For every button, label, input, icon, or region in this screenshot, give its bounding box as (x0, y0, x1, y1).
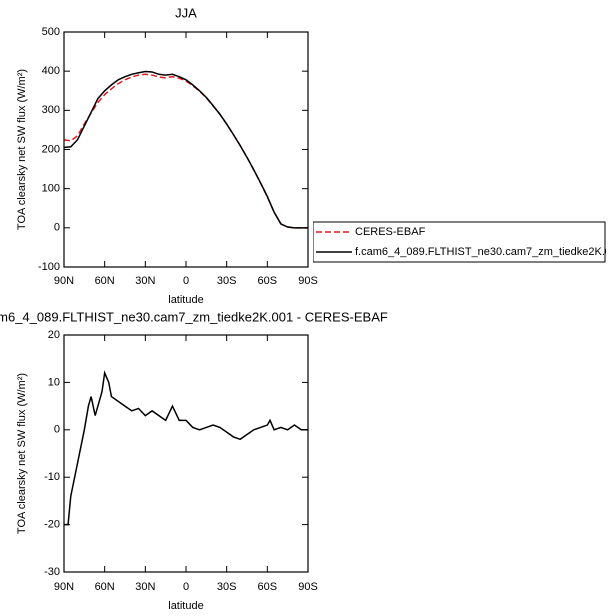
plot-frame (63, 334, 309, 573)
legend-label: f.cam6_4_089.FLTHIST_ne30.cam7_zm_tiedke… (355, 246, 612, 258)
y-tick-label: 500 (42, 26, 60, 38)
y-tick-label: 200 (42, 143, 60, 155)
x-tick-label: 60S (258, 581, 278, 593)
x-tick-label: 90N (54, 275, 74, 287)
y-tick-label: -20 (44, 519, 60, 531)
x-tick-label: 30N (135, 275, 155, 287)
y-tick-label: 300 (42, 104, 60, 116)
x-tick-label: 0 (183, 581, 189, 593)
x-tick-label: 60S (258, 275, 278, 287)
y-tick-label: -100 (38, 261, 60, 273)
x-tick-label: 90N (54, 581, 74, 593)
x-tick-label: 0 (183, 275, 189, 287)
y-tick-label: 0 (54, 424, 60, 436)
x-tick-label: 60N (95, 275, 115, 287)
y-tick-label: 10 (48, 376, 60, 388)
y-tick-label: 400 (42, 65, 60, 77)
x-axis-label: latitude (168, 294, 203, 306)
x-tick-label: 90S (298, 581, 318, 593)
y-tick-label: -30 (44, 566, 60, 578)
x-axis-label: latitude (168, 600, 203, 612)
y-axis-label: TOA clearsky net SW flux (W/m²) (16, 373, 28, 534)
x-tick-label: 90S (298, 275, 318, 287)
y-tick-label: -10 (44, 471, 60, 483)
y-tick-label: 100 (42, 183, 60, 195)
data-line (63, 73, 308, 229)
data-line (63, 70, 308, 229)
legend-box (313, 221, 606, 263)
chart-title: JJA (175, 5, 197, 20)
x-tick-label: 30N (135, 581, 155, 593)
y-tick-label: 20 (48, 329, 60, 341)
y-axis-label: TOA clearsky net SW flux (W/m²) (16, 69, 28, 230)
chart-title: f.cam6_4_089.FLTHIST_ne30.cam7_zm_tiedke… (0, 309, 388, 324)
x-tick-label: 60N (95, 581, 115, 593)
y-tick-label: 0 (54, 222, 60, 234)
legend: CERES-EBAF f.cam6_4_089.FLTHIST_ne30.cam7… (313, 221, 612, 263)
plot-frame (63, 31, 309, 268)
x-tick-label: 30S (217, 581, 237, 593)
legend-label: CERES-EBAF (355, 226, 426, 238)
data-line (64, 370, 308, 526)
x-tick-label: 30S (217, 275, 237, 287)
